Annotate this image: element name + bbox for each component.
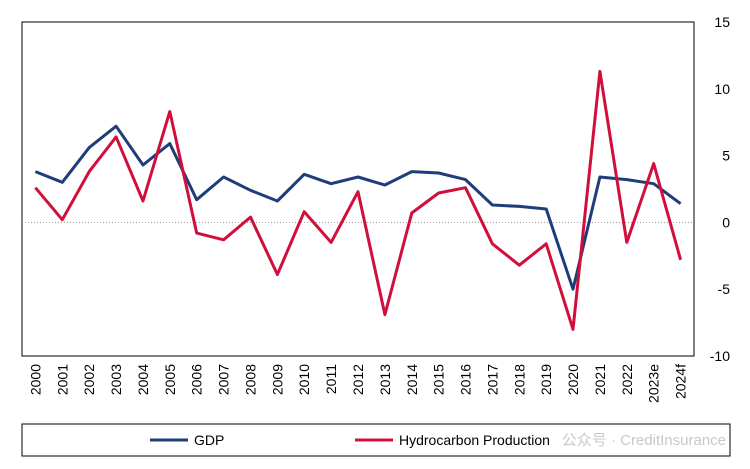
legend-label-hydrocarbon: Hydrocarbon Production: [399, 432, 550, 448]
y-tick-label: 5: [722, 148, 730, 164]
x-tick-label: 2010: [296, 364, 312, 395]
x-tick-label: 2019: [538, 364, 554, 395]
x-tick-label: 2005: [162, 364, 178, 395]
x-tick-label: 2000: [27, 364, 43, 395]
y-tick-label: -5: [718, 281, 731, 297]
series-lines: [34, 69, 683, 331]
x-tick-label: 2006: [189, 364, 205, 395]
x-tick-label: 2023e: [646, 364, 662, 403]
x-tick-label: 2018: [511, 364, 527, 395]
watermark-text: 公众号 · CreditInsurance: [562, 432, 726, 449]
x-tick-label: 2021: [592, 364, 608, 395]
x-tick-label: 2020: [565, 364, 581, 395]
x-tick-label: 2001: [54, 364, 70, 395]
series-line-hydrocarbon-production: [34, 69, 683, 331]
x-tick-label: 2014: [404, 364, 420, 395]
x-axis: 2000 2001 2002 2003 2004 2005 2006 2007 2008 2009…: [27, 364, 688, 403]
x-tick-label: 2003: [108, 364, 124, 395]
x-tick-label: 2016: [458, 364, 474, 395]
x-tick-label: 2007: [216, 364, 232, 395]
x-tick-label: 2022: [619, 364, 635, 395]
x-tick-label: 2015: [431, 364, 447, 395]
y-tick-label: 0: [722, 214, 730, 230]
y-tick-label: -10: [710, 348, 730, 364]
x-tick-label: 2002: [81, 364, 97, 395]
x-tick-label: 2004: [135, 364, 151, 395]
x-tick-label: 2009: [269, 364, 285, 395]
x-tick-label: 2024f: [673, 364, 689, 399]
plot-area: [21, 21, 695, 357]
legend-label-gdp: GDP: [194, 432, 224, 448]
y-tick-label: 10: [714, 81, 730, 97]
series-line-gdp: [34, 124, 682, 291]
x-tick-label: 2008: [242, 364, 258, 395]
y-axis: -10 -5 0 5 10 15: [710, 14, 730, 364]
x-tick-label: 2012: [350, 364, 366, 395]
x-tick-label: 2013: [377, 364, 393, 395]
x-tick-label: 2017: [484, 364, 500, 395]
y-tick-label: 15: [714, 14, 730, 30]
legend: GDP Hydrocarbon Production: [21, 423, 731, 457]
x-tick-label: 2011: [323, 364, 339, 394]
